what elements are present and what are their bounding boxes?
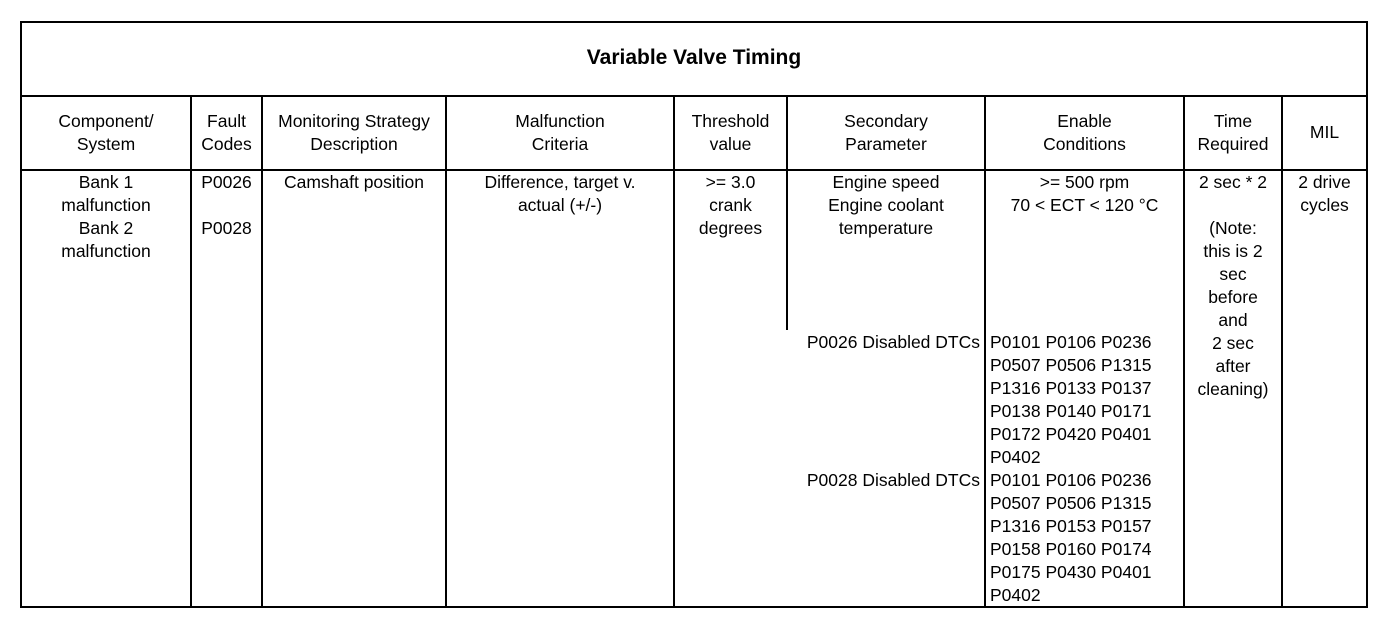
title-divider — [20, 95, 1368, 97]
col-divider — [786, 95, 788, 330]
col-divider — [261, 95, 263, 608]
header-strategy: Monitoring Strategy Description — [278, 111, 430, 154]
col-divider — [190, 95, 192, 608]
header-enable: Enable Conditions — [1043, 111, 1126, 154]
enable-cell: >= 500 rpm 70 < ECT < 120 °C — [1010, 172, 1159, 215]
header-component: Component/ System — [58, 111, 154, 154]
strategy-cell: Camshaft position — [283, 172, 425, 192]
header-fault-codes: Fault Codes — [201, 111, 252, 154]
col-divider — [445, 95, 447, 608]
component-cell: Bank 1 malfunction Bank 2 malfunction — [61, 172, 151, 261]
header-threshold: Threshold value — [691, 111, 770, 154]
col-divider — [984, 95, 986, 608]
header-criteria: Malfunction Criteria — [515, 111, 605, 154]
criteria-cell: Difference, target v. actual (+/-) — [484, 172, 636, 215]
p0026-disabled-label: P0026 Disabled DTCs — [806, 332, 980, 352]
header-time: Time Required — [1197, 111, 1269, 154]
threshold-cell: >= 3.0 crank degrees — [698, 172, 763, 238]
p0028-disabled-label: P0028 Disabled DTCs — [806, 470, 980, 490]
p0026-disabled-dtcs: P0101 P0106 P0236 P0507 P0506 P1315 P131… — [990, 332, 1152, 467]
table-border-right — [1366, 21, 1368, 608]
header-divider — [20, 169, 1368, 171]
fault-code: P0026 — [201, 172, 252, 192]
table-border-top — [20, 21, 1368, 23]
col-divider — [1281, 95, 1283, 608]
p0028-disabled-dtcs: P0101 P0106 P0236 P0507 P0506 P1315 P131… — [990, 470, 1152, 605]
secondary-cell: Engine speed Engine coolant temperature — [828, 172, 944, 238]
col-divider — [673, 95, 675, 608]
fault-code: P0028 — [201, 218, 252, 238]
table-title: Variable Valve Timing — [586, 46, 802, 69]
table-border-left — [20, 21, 22, 608]
header-secondary: Secondary Parameter — [844, 111, 928, 154]
col-divider — [1183, 95, 1185, 608]
mil-cell: 2 drive cycles — [1298, 172, 1351, 215]
header-mil: MIL — [1309, 122, 1340, 142]
table-border-bottom — [20, 606, 1368, 608]
time-cell: 2 sec * 2 (Note: this is 2 sec before an… — [1197, 172, 1269, 399]
